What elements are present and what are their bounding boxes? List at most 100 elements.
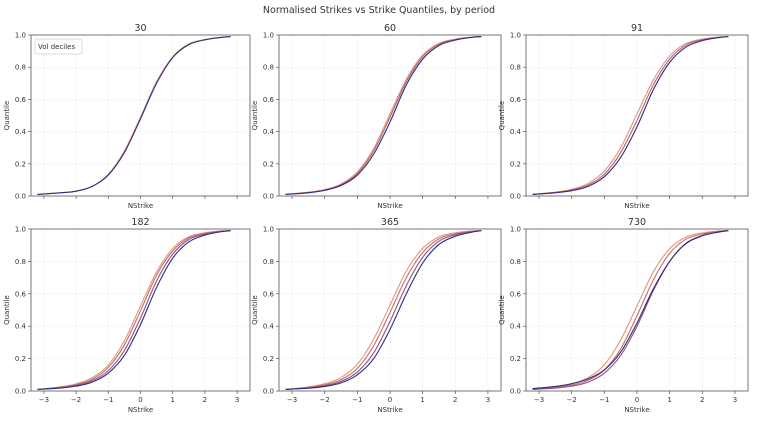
x-axis-label: NStrike (377, 202, 402, 210)
series-line (532, 36, 729, 195)
series-line (37, 36, 231, 195)
y-tick-label: 0.4 (510, 128, 522, 136)
y-tick-label: 0.4 (510, 323, 522, 331)
panel-title: 60 (384, 23, 396, 34)
x-tick-label: −1 (103, 396, 113, 404)
y-tick-label: 1.0 (263, 226, 274, 234)
y-tick-label: 0.4 (263, 128, 275, 136)
x-tick-label: 3 (486, 396, 490, 404)
series-line (285, 230, 482, 390)
y-tick-label: 0.8 (15, 64, 26, 72)
y-axis-label: Quantile (3, 101, 11, 131)
x-tick-label: −3 (287, 396, 297, 404)
figure-title: Normalised Strikes vs Strike Quantiles, … (263, 5, 495, 16)
y-tick-label: 0.4 (15, 323, 27, 331)
x-axis-label: NStrike (377, 406, 402, 414)
y-tick-label: 1.0 (15, 32, 26, 40)
x-tick-label: 2 (700, 396, 704, 404)
x-tick-label: 0 (635, 396, 639, 404)
y-tick-label: 0.0 (15, 193, 26, 201)
y-tick-label: 0.2 (510, 355, 521, 363)
x-tick-label: 3 (733, 396, 737, 404)
y-axis-label: Quantile (3, 295, 11, 325)
y-axis-label: Quantile (498, 295, 506, 325)
x-axis-label: NStrike (624, 202, 649, 210)
series-line (532, 230, 729, 390)
x-tick-label: −2 (567, 396, 577, 404)
panel-1: 0.0 0.2 0.4 0.6 0.8 1.0 NStrike Quantile 60 (251, 23, 502, 210)
series-line (285, 230, 482, 390)
y-tick-label: 0.2 (263, 355, 274, 363)
series-line (285, 230, 482, 390)
panel-title: 730 (628, 217, 646, 228)
y-tick-label: 0.8 (15, 258, 26, 266)
x-tick-label: 3 (235, 396, 239, 404)
series-line (532, 230, 729, 390)
series-line (532, 36, 729, 195)
x-axis-label: NStrike (128, 406, 153, 414)
x-tick-label: −3 (39, 396, 49, 404)
y-tick-label: 0.4 (263, 323, 275, 331)
x-axis-label: NStrike (624, 406, 649, 414)
panel-title: 182 (131, 217, 149, 228)
x-tick-label: −3 (534, 396, 544, 404)
y-tick-label: 0.4 (15, 128, 27, 136)
panel-4: 0.0 0.2 0.4 0.6 0.8 1.0 −3 −2 −1 0 1 2 3 NStrike Quant… (251, 217, 502, 414)
panel-title: 91 (631, 23, 643, 34)
y-tick-label: 0.6 (15, 290, 27, 298)
y-tick-label: 0.8 (263, 258, 274, 266)
y-tick-label: 0.6 (510, 290, 522, 298)
y-tick-label: 1.0 (510, 226, 521, 234)
y-axis-label: Quantile (251, 295, 259, 325)
legend-title: Vol deciles (38, 43, 75, 51)
y-tick-label: 0.2 (15, 355, 26, 363)
y-tick-label: 1.0 (263, 32, 274, 40)
y-tick-label: 0.6 (263, 290, 275, 298)
x-tick-label: 2 (203, 396, 207, 404)
x-tick-label: −1 (599, 396, 609, 404)
series-line (37, 230, 231, 390)
panel-3: 0.0 0.2 0.4 0.6 0.8 1.0 −3 −2 −1 0 1 2 3 NStrike Quant… (3, 217, 251, 414)
x-tick-label: 1 (667, 396, 671, 404)
x-tick-label: 1 (170, 396, 174, 404)
series-line (37, 230, 231, 390)
y-tick-label: 1.0 (510, 32, 521, 40)
y-tick-label: 0.2 (510, 160, 521, 168)
series-line (285, 230, 482, 390)
y-axis-label: Quantile (251, 101, 259, 131)
panel-2: 0.0 0.2 0.4 0.6 0.8 1.0 NStrike Quantile 91 (498, 23, 749, 210)
y-tick-label: 0.0 (263, 193, 274, 201)
y-tick-label: 0.6 (510, 96, 522, 104)
y-tick-label: 0.6 (15, 96, 27, 104)
x-tick-label: 1 (420, 396, 424, 404)
y-tick-label: 0.6 (263, 96, 275, 104)
x-tick-label: 2 (453, 396, 457, 404)
series-line (37, 230, 231, 390)
legend-box (34, 38, 83, 55)
y-tick-label: 0.2 (263, 160, 274, 168)
panel-0: 0.0 0.2 0.4 0.6 0.8 1.0 NStrike Quantile 30 Vol d… (3, 23, 251, 210)
x-tick-label: −2 (320, 396, 330, 404)
y-tick-label: 0.8 (510, 258, 521, 266)
series-line (532, 36, 729, 195)
y-tick-label: 0.8 (510, 64, 521, 72)
x-tick-label: 0 (388, 396, 392, 404)
y-axis-label: Quantile (498, 101, 506, 131)
panel-title: 365 (381, 217, 399, 228)
x-tick-label: −1 (352, 396, 362, 404)
x-tick-label: −2 (71, 396, 81, 404)
y-tick-label: 0.0 (510, 388, 521, 396)
y-tick-label: 0.0 (263, 388, 274, 396)
y-tick-label: 0.0 (510, 193, 521, 201)
panel-title: 30 (134, 23, 146, 34)
y-tick-label: 0.0 (15, 388, 26, 396)
y-tick-label: 0.2 (15, 160, 26, 168)
y-tick-label: 1.0 (15, 226, 26, 234)
series-line (285, 36, 482, 195)
legend: Vol deciles (34, 38, 83, 55)
y-tick-label: 0.8 (263, 64, 274, 72)
panel-5: 0.0 0.2 0.4 0.6 0.8 1.0 −3 −2 −1 0 1 2 3 NStrike Quant… (498, 217, 749, 414)
